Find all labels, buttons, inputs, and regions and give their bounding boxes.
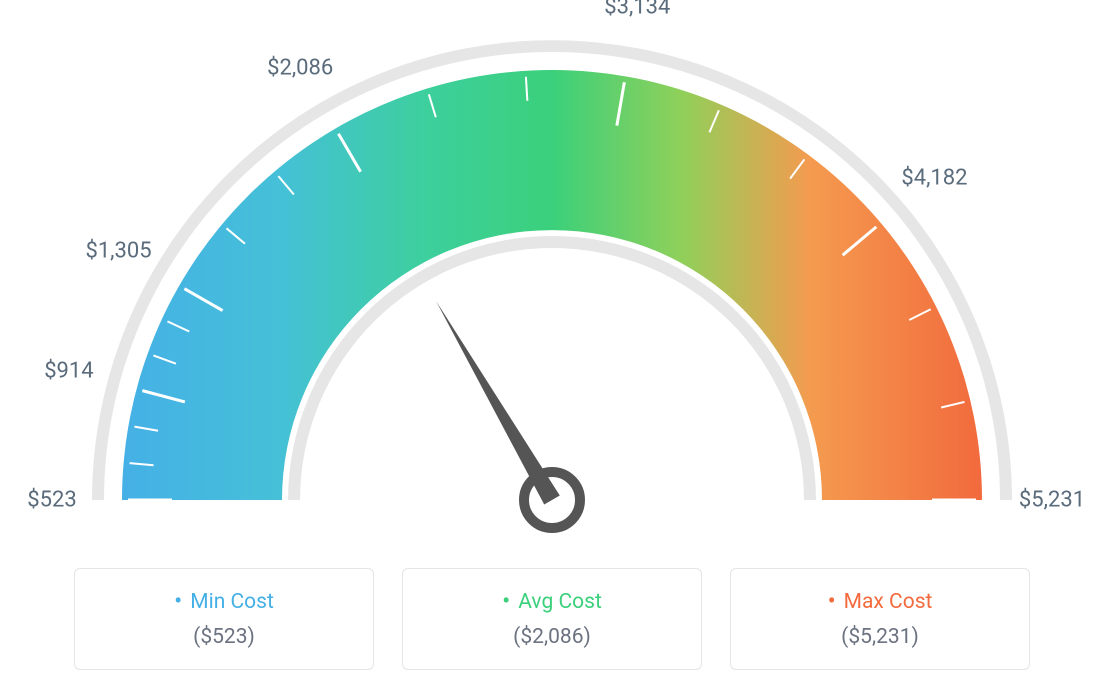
legend-card-min: Min Cost ($523)	[74, 568, 374, 670]
legend-label-avg: Avg Cost	[413, 587, 691, 615]
legend-label-min: Min Cost	[85, 587, 363, 615]
legend-value-min: ($523)	[85, 625, 363, 649]
gauge-tick-label: $523	[27, 488, 76, 513]
legend-row: Min Cost ($523) Avg Cost ($2,086) Max Co…	[0, 568, 1104, 670]
legend-card-max: Max Cost ($5,231)	[730, 568, 1030, 670]
legend-value-avg: ($2,086)	[413, 625, 691, 649]
legend-label-max: Max Cost	[741, 587, 1019, 615]
gauge-tick-label: $914	[44, 359, 93, 384]
gauge-tick-label: $5,231	[1019, 488, 1085, 513]
gauge-chart: $523 $914 $1,305 $2,086 $3,134 $4,182 $5,231	[0, 0, 1104, 560]
gauge-tick-label: $4,182	[901, 165, 967, 190]
gauge-tick-label: $1,305	[85, 238, 151, 263]
gauge-svg	[0, 0, 1104, 560]
gauge-tick-label: $2,086	[267, 56, 333, 81]
gauge-tick-label: $3,134	[604, 0, 670, 20]
legend-value-max: ($5,231)	[741, 625, 1019, 649]
legend-card-avg: Avg Cost ($2,086)	[402, 568, 702, 670]
